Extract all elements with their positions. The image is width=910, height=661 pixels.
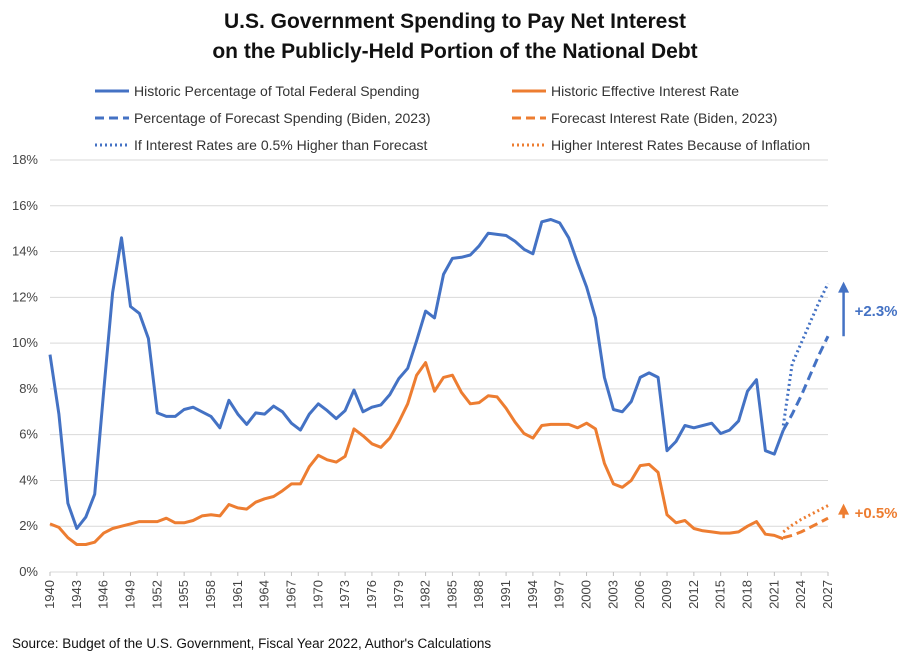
x-tick-label: 2003 (605, 580, 620, 609)
x-tick-label: 1997 (552, 580, 567, 609)
series-line-1 (48, 218, 785, 530)
x-tick-label: 1949 (122, 580, 137, 609)
delta-arrow-head (838, 503, 850, 515)
y-tick-label: 6% (19, 427, 38, 442)
series-line-3 (781, 282, 830, 426)
legend-label: Forecast Interest Rate (Biden, 2023) (551, 110, 777, 126)
delta-label: +0.5% (855, 505, 898, 522)
x-tick-label: 1946 (96, 580, 111, 609)
x-tick-label: 1985 (444, 580, 459, 609)
x-tick-label: 1961 (230, 580, 245, 609)
y-tick-label: 12% (12, 289, 38, 304)
series-line-4 (49, 361, 784, 546)
x-tick-label: 2021 (766, 580, 781, 609)
x-tick-label: 1940 (42, 580, 57, 609)
x-tick-label: 1943 (69, 580, 84, 609)
y-tick-label: 14% (12, 244, 38, 259)
y-tick-label: 10% (12, 335, 38, 350)
x-tick-label: 1976 (364, 580, 379, 609)
series-line-6 (782, 504, 829, 534)
y-tick-label: 16% (12, 198, 38, 213)
series-line-5 (782, 516, 829, 540)
x-tick-label: 2015 (713, 580, 728, 609)
x-tick-label: 1973 (337, 580, 352, 609)
chart-title-line-2: on the Publicly-Held Portion of the Nati… (212, 40, 697, 63)
annotations: +2.3% +0.5% (838, 281, 898, 522)
y-tick-label: 2% (19, 518, 38, 533)
x-tick-label: 1979 (391, 580, 406, 609)
legend-label: Percentage of Forecast Spending (Biden, … (134, 110, 431, 126)
y-tick-label: 4% (19, 472, 38, 487)
x-tick-label: 2018 (740, 580, 755, 609)
x-tick-label: 2012 (686, 580, 701, 609)
x-tick-label: 1958 (203, 580, 218, 609)
delta-arrow-head (838, 281, 850, 293)
x-tick-label: 1988 (471, 580, 486, 609)
x-tick-label: 2024 (793, 580, 808, 609)
delta-label: +2.3% (855, 303, 898, 320)
y-tick-label: 18% (12, 152, 38, 167)
legend-label: Higher Interest Rates Because of Inflati… (551, 137, 810, 153)
series-line-2 (781, 335, 830, 431)
x-tick-label: 1970 (310, 580, 325, 609)
legend: Historic Percentage of Total Federal Spe… (95, 83, 810, 153)
x-tick-label: 1967 (283, 580, 298, 609)
legend-label: Historic Percentage of Total Federal Spe… (134, 83, 419, 99)
x-tick-label: 1991 (498, 580, 513, 609)
gridlines (50, 159, 828, 573)
x-tick-label: 2009 (659, 580, 674, 609)
x-tick-label: 1955 (176, 580, 191, 609)
x-axis-ticks: 1940 1943 1946 1949 1952 1955 1958 1961 1964 1967… (42, 572, 835, 609)
x-tick-label: 2006 (632, 580, 647, 609)
x-tick-label: 1994 (525, 580, 540, 609)
legend-label: If Interest Rates are 0.5% Higher than F… (134, 137, 427, 153)
x-tick-label: 2000 (579, 580, 594, 609)
x-tick-label: 1982 (418, 580, 433, 609)
y-tick-label: 0% (19, 564, 38, 579)
x-tick-label: 2027 (820, 580, 835, 609)
series-lines (48, 218, 830, 546)
x-tick-label: 1952 (149, 580, 164, 609)
legend-label: Historic Effective Interest Rate (551, 83, 739, 99)
y-axis-ticks: 0% 2% 4% 6% 8% 10% 12% 14% 16% 18% (12, 152, 38, 579)
y-tick-label: 8% (19, 381, 38, 396)
source-note: Source: Budget of the U.S. Government, F… (12, 636, 491, 651)
chart-title-line-1: U.S. Government Spending to Pay Net Inte… (224, 10, 686, 33)
x-tick-label: 1964 (257, 580, 272, 609)
